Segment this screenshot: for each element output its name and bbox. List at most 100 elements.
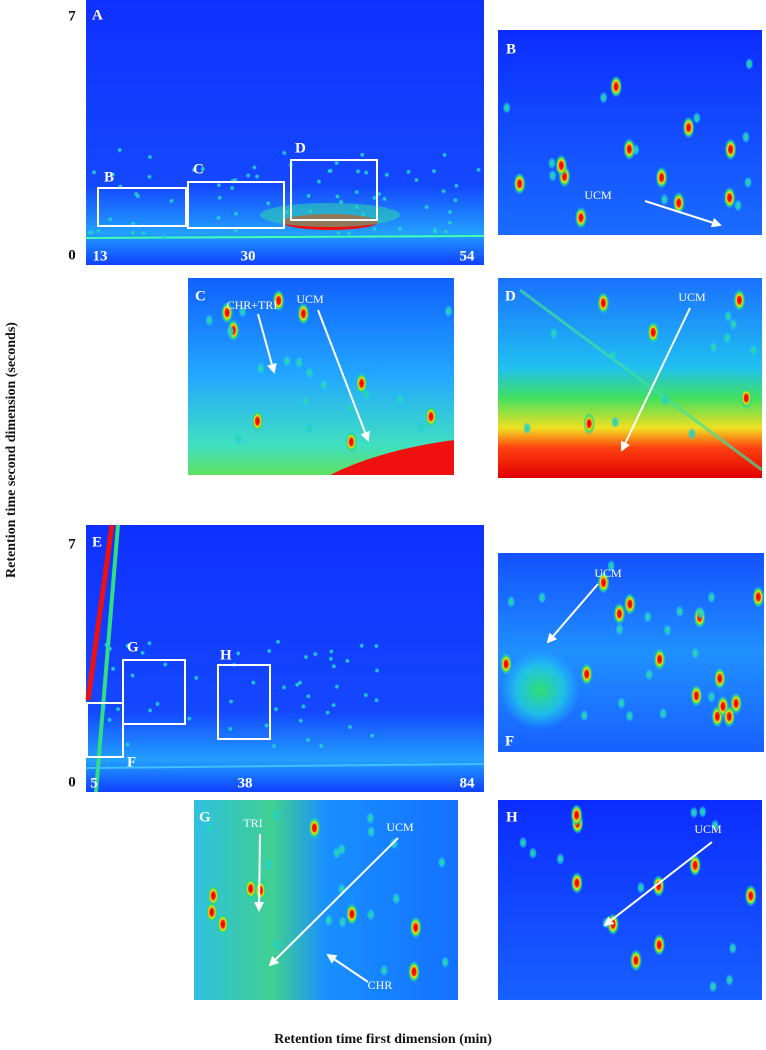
peak — [355, 168, 361, 174]
annotation: CHR+TRI — [227, 298, 278, 312]
peak — [442, 152, 447, 158]
peak — [690, 684, 703, 707]
peak — [555, 154, 568, 177]
peak — [396, 393, 405, 406]
peak — [373, 643, 379, 649]
peak — [437, 856, 446, 869]
peak — [660, 193, 669, 206]
peak — [617, 697, 626, 710]
peak — [338, 199, 344, 205]
peak — [328, 649, 334, 654]
peak — [698, 805, 707, 818]
peak — [528, 847, 537, 860]
peak — [354, 189, 360, 195]
peak — [417, 420, 426, 433]
peak — [599, 91, 608, 104]
zoom-box — [86, 702, 124, 758]
peak — [227, 726, 233, 732]
peak — [334, 160, 340, 166]
peak — [687, 427, 696, 440]
peak — [369, 733, 375, 739]
peak — [88, 229, 94, 235]
peak — [110, 666, 116, 672]
peak — [519, 836, 528, 849]
peak — [611, 416, 620, 429]
peak — [147, 174, 152, 180]
peak — [215, 215, 221, 221]
peak — [723, 331, 732, 344]
peak — [523, 422, 532, 435]
peak — [308, 208, 313, 214]
peak — [110, 172, 116, 178]
peak — [623, 138, 636, 161]
peak — [447, 209, 453, 215]
peak — [186, 716, 192, 722]
panel-label: C — [195, 288, 206, 304]
peak — [728, 942, 737, 955]
chromatogram — [498, 800, 762, 1000]
arrow — [254, 833, 265, 912]
peak — [734, 199, 742, 212]
peak — [723, 705, 736, 728]
annotation: UCM — [678, 290, 706, 304]
peak — [162, 662, 168, 667]
peak — [160, 234, 166, 240]
x-axis-label: Retention time first dimension (min) — [274, 1032, 492, 1047]
peak — [607, 560, 616, 572]
peak — [324, 914, 333, 927]
peak — [130, 673, 135, 678]
peak — [647, 321, 660, 344]
peak — [133, 191, 139, 197]
arrow — [603, 841, 713, 927]
x-tick-label: 38 — [238, 775, 253, 791]
peak — [613, 602, 626, 625]
peak — [147, 154, 153, 160]
peak — [107, 216, 113, 222]
peak — [264, 723, 269, 728]
peak — [308, 816, 321, 839]
peak — [337, 843, 346, 856]
peak — [217, 195, 223, 201]
peak — [226, 325, 235, 338]
peak — [298, 718, 304, 724]
chromatogram — [498, 278, 762, 478]
peak — [101, 705, 107, 710]
arrow — [317, 309, 370, 442]
peak — [443, 229, 449, 235]
peak — [271, 743, 277, 749]
solvent-streak — [94, 524, 120, 793]
peak — [334, 194, 340, 199]
peak — [140, 650, 146, 656]
panel-b — [498, 30, 762, 235]
peak — [359, 152, 365, 158]
peak — [281, 150, 287, 156]
peak — [354, 204, 360, 210]
peak — [301, 395, 310, 408]
peak — [672, 191, 685, 214]
peak — [367, 825, 376, 838]
peak — [305, 737, 311, 743]
peak — [675, 605, 684, 618]
peak — [431, 168, 437, 174]
peak — [216, 182, 222, 188]
peak — [707, 591, 716, 604]
peak — [740, 387, 753, 409]
peak — [344, 658, 350, 664]
peak — [359, 643, 365, 649]
peak — [266, 648, 272, 654]
peak — [362, 388, 371, 401]
chromatogram — [498, 30, 762, 235]
peak — [615, 623, 624, 636]
peak — [328, 656, 334, 662]
annotation: UCM — [594, 566, 622, 580]
peak — [744, 884, 757, 907]
peak — [233, 228, 239, 233]
peak — [250, 680, 256, 686]
peak — [283, 355, 291, 368]
peak — [447, 220, 453, 226]
peak — [631, 143, 640, 156]
peak — [235, 650, 241, 656]
peak — [663, 624, 672, 637]
peak — [251, 164, 257, 170]
peak — [547, 157, 556, 170]
